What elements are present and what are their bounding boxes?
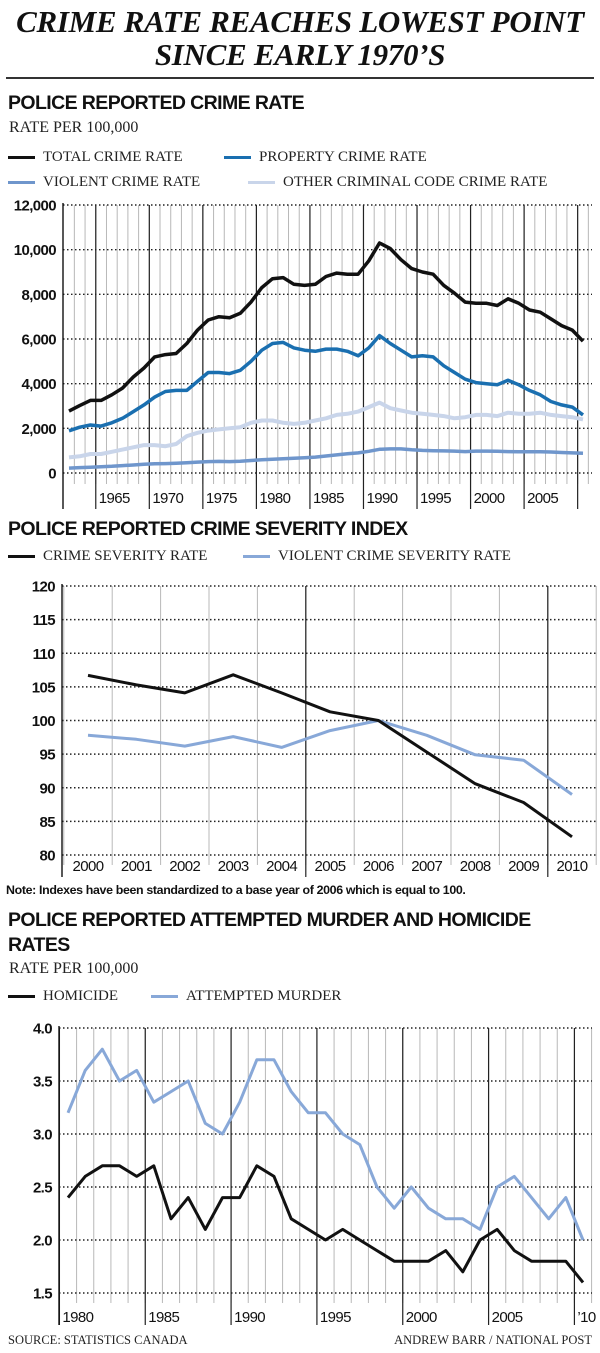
series-line-attempted-murder bbox=[66, 1047, 585, 1241]
homicide-chart-title: POLICE REPORTED ATTEMPTED MURDER AND HOM… bbox=[8, 909, 531, 931]
legend-label: ATTEMPTED MURDER bbox=[186, 988, 342, 1004]
x-tick-label: 1985 bbox=[148, 1309, 179, 1326]
series-line-property-crime-rate bbox=[68, 333, 585, 433]
y-tick-label: 2.0 bbox=[33, 1233, 52, 1250]
x-tick-label: 2000 bbox=[474, 490, 505, 507]
x-tick-label: 1970 bbox=[152, 490, 183, 507]
chart-0: 0 2,000 4,000 6,000 8,000 10,000 12,000 1965 197… bbox=[14, 198, 592, 509]
x-tick-label: 2000 bbox=[73, 858, 104, 875]
series-line-homicide bbox=[66, 1164, 585, 1284]
x-tick-label: 2004 bbox=[266, 858, 297, 875]
x-tick-label: 1980 bbox=[62, 1309, 93, 1326]
x-tick-label: 2000 bbox=[406, 1309, 437, 1326]
author-credit: ANDREW BARR / NATIONAL POST bbox=[394, 1333, 592, 1347]
series-line-violent-crime-rate bbox=[68, 447, 584, 470]
y-tick-label: 2.5 bbox=[33, 1180, 52, 1197]
x-tick-label: 1995 bbox=[420, 490, 451, 507]
y-tick-label: 95 bbox=[40, 747, 56, 764]
legend-other-criminal-code: OTHER CRIMINAL CODE CRIME RATE bbox=[248, 174, 547, 191]
homicide-chart-title-line2: RATES bbox=[8, 934, 70, 956]
y-tick-label: 115 bbox=[33, 612, 56, 629]
y-tick-label: 105 bbox=[32, 679, 55, 696]
x-tick-label: 2005 bbox=[492, 1309, 523, 1326]
legend-swatch bbox=[8, 554, 35, 559]
chart-2: 1.5 2.0 2.5 3.0 3.5 4.0 1980 1985 1990 1995 2000 20… bbox=[33, 1021, 597, 1327]
series-line-total-crime-rate bbox=[68, 241, 585, 413]
legend-swatch bbox=[151, 994, 178, 999]
y-tick-label: 3.5 bbox=[33, 1074, 52, 1091]
legend-label: PROPERTY CRIME RATE bbox=[259, 149, 427, 165]
legend-homicide: HOMICIDE bbox=[8, 988, 118, 1005]
main-title-line1: CRIME RATE REACHES LOWEST POINT bbox=[16, 4, 584, 39]
y-tick-label: 100 bbox=[32, 713, 55, 730]
x-tick-label: 1990 bbox=[366, 490, 397, 507]
y-tick-label: 8,000 bbox=[21, 287, 56, 304]
legend-crime-severity: CRIME SEVERITY RATE bbox=[8, 548, 207, 565]
y-tick-label: 1.5 bbox=[33, 1286, 52, 1303]
legend-violent-crime: VIOLENT CRIME RATE bbox=[8, 174, 200, 191]
legend-swatch bbox=[224, 155, 251, 160]
x-tick-label: 2001 bbox=[121, 858, 152, 875]
y-tick-label: 12,000 bbox=[14, 198, 57, 215]
y-tick-label: 90 bbox=[40, 780, 56, 797]
y-tick-label: 3.0 bbox=[33, 1127, 52, 1144]
series-line-violent-crime-severity-rate bbox=[87, 719, 573, 796]
x-tick-label: 2005 bbox=[527, 490, 558, 507]
y-tick-label: 4.0 bbox=[33, 1021, 52, 1038]
y-tick-label: 4,000 bbox=[21, 376, 56, 393]
main-title-line2: SINCE EARLY 1970’S bbox=[154, 37, 446, 72]
x-tick-label: ’10 bbox=[577, 1309, 595, 1326]
crime-rate-chart-subtitle: RATE PER 100,000 bbox=[9, 119, 139, 136]
series-line-other-criminal-code-crime-rate bbox=[68, 400, 584, 460]
x-tick-label: 1985 bbox=[313, 490, 344, 507]
legend-violent-severity: VIOLENT CRIME SEVERITY RATE bbox=[243, 548, 511, 565]
severity-chart-title: POLICE REPORTED CRIME SEVERITY INDEX bbox=[8, 518, 408, 540]
legend-swatch bbox=[243, 554, 270, 559]
legend-swatch bbox=[8, 155, 35, 160]
legend-swatch bbox=[8, 180, 35, 185]
homicide-chart-subtitle: RATE PER 100,000 bbox=[9, 960, 139, 977]
source-credit: SOURCE: STATISTICS CANADA bbox=[8, 1333, 188, 1347]
chart-1: 80 85 90 95 100 105 110 115 120 2000 2001 2002 2003 2… bbox=[32, 579, 597, 877]
x-tick-label: 1975 bbox=[206, 490, 237, 507]
y-tick-label: 10,000 bbox=[14, 242, 57, 259]
legend-swatch bbox=[248, 180, 275, 185]
legend-label: TOTAL CRIME RATE bbox=[43, 149, 183, 165]
x-tick-label: 1995 bbox=[320, 1309, 351, 1326]
y-tick-label: 85 bbox=[40, 814, 56, 831]
legend-swatch bbox=[8, 994, 35, 999]
legend-total-crime: TOTAL CRIME RATE bbox=[8, 149, 183, 166]
y-tick-label: 110 bbox=[33, 646, 56, 663]
x-tick-label: 2007 bbox=[411, 858, 442, 875]
x-tick-label: 2010 bbox=[557, 858, 588, 875]
x-tick-label: 2006 bbox=[363, 858, 394, 875]
x-tick-label: 2008 bbox=[460, 858, 491, 875]
legend-attempted-murder: ATTEMPTED MURDER bbox=[151, 988, 341, 1005]
x-tick-label: 2003 bbox=[218, 858, 249, 875]
legend-label: CRIME SEVERITY RATE bbox=[43, 548, 208, 564]
x-tick-label: 2002 bbox=[169, 858, 200, 875]
legend-property-crime: PROPERTY CRIME RATE bbox=[224, 149, 427, 166]
y-tick-label: 0 bbox=[48, 466, 56, 483]
y-tick-label: 6,000 bbox=[21, 332, 56, 349]
crime-rate-chart-title: POLICE REPORTED CRIME RATE bbox=[8, 92, 305, 114]
y-tick-label: 80 bbox=[40, 848, 56, 865]
x-tick-label: 1990 bbox=[234, 1309, 265, 1326]
severity-note: Note: Indexes have been standardized to … bbox=[6, 883, 466, 897]
x-tick-label: 2009 bbox=[508, 858, 539, 875]
x-tick-label: 1965 bbox=[99, 490, 130, 507]
legend-label: VIOLENT CRIME SEVERITY RATE bbox=[278, 548, 511, 564]
legend-label: VIOLENT CRIME RATE bbox=[43, 174, 201, 190]
series-line-crime-severity-rate bbox=[87, 673, 573, 839]
x-tick-label: 1980 bbox=[259, 490, 290, 507]
title-divider bbox=[6, 77, 594, 79]
legend-label: OTHER CRIMINAL CODE CRIME RATE bbox=[283, 174, 548, 190]
legend-label: HOMICIDE bbox=[43, 988, 118, 1004]
x-tick-label: 2005 bbox=[315, 858, 346, 875]
y-tick-label: 2,000 bbox=[21, 421, 56, 438]
y-tick-label: 120 bbox=[32, 579, 55, 596]
